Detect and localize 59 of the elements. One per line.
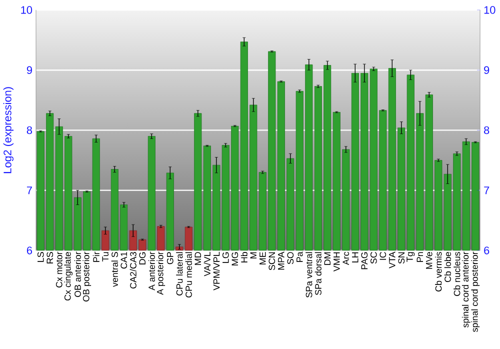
x-tick-label: IC	[380, 252, 386, 260]
x-tick-label: LS	[37, 252, 44, 262]
x-tick-label: Tu	[102, 252, 109, 262]
x-tick-label: LH	[352, 252, 358, 262]
x-tick-label: SO	[287, 252, 294, 264]
x-tick-label: LG	[222, 252, 229, 263]
x-tick-label: CPu lateral	[176, 252, 183, 296]
x-tick-label: SCN	[268, 252, 276, 270]
x-tick-label: SC	[370, 252, 377, 264]
y2-tick-label: 6	[484, 246, 490, 254]
x-tick-label: SPa dorsal	[314, 252, 322, 295]
x-tick-label: VTA	[389, 252, 396, 268]
x-tick-label: spinal cord anterior	[462, 252, 470, 328]
y-tick-label: 7	[26, 186, 32, 194]
y2-tick-label: 10	[484, 6, 496, 14]
x-tick-label: SN	[398, 252, 405, 264]
y-tick-label: 6	[26, 246, 32, 254]
x-tick-label: DG	[139, 252, 146, 264]
x-tick-label: MPA	[278, 252, 284, 270]
x-tick-label: PAG	[361, 252, 368, 270]
x-tick-label: Arc	[342, 252, 350, 265]
x-tick-label: CA2/CA3	[130, 252, 136, 288]
x-tick-label: spinal cord posterior	[471, 252, 480, 332]
x-tick-label: M	[250, 252, 256, 258]
x-tick-label: VA/VL	[204, 252, 210, 276]
y-tick-label: 10	[21, 6, 32, 14]
x-tick-label: Cb lobe	[444, 252, 451, 282]
x-tick-label: RS	[46, 252, 54, 264]
x-tick-label: CPu medial	[185, 252, 192, 298]
y2-tick-label: 8	[484, 126, 490, 134]
x-tick-label: Cx motor	[56, 252, 62, 288]
x-tick-label: Cb nucleus	[454, 252, 460, 296]
x-tick-label: MVe	[426, 252, 432, 269]
x-tick-label: ventral S	[111, 252, 118, 287]
x-tick-label: VMH	[334, 252, 340, 272]
x-tick-label: Tg	[406, 252, 415, 262]
y2-tick-label: 7	[484, 186, 490, 194]
x-tick-label: OB posterior	[82, 252, 92, 302]
x-tick-label: MD	[194, 252, 201, 265]
x-tick-label: OB anterior	[74, 252, 81, 297]
x-tick-label: A posterior	[156, 252, 166, 295]
x-tick-label: A anterior	[148, 252, 155, 290]
y-tick-label: 9	[26, 66, 32, 74]
x-tick-label: Cb vermis	[435, 252, 442, 292]
y2-tick-label: 9	[484, 66, 490, 74]
x-tick-label: MG	[232, 252, 238, 266]
x-tick-label: SPa ventral	[306, 252, 312, 298]
x-tick-label: ME	[260, 252, 266, 264]
x-tick-label: DM	[324, 252, 330, 265]
y-tick-label: 8	[26, 126, 32, 134]
x-tick-label: Pir	[92, 252, 100, 262]
x-tick-label: Pn	[416, 252, 423, 262]
x-tick-label: Cx cingulate	[64, 252, 73, 300]
x-tick-label: Pa	[296, 252, 303, 262]
y-axis-title: Log2 (expression)	[3, 87, 14, 173]
x-tick-label: GP	[166, 252, 174, 264]
x-tick-label: Hb	[240, 252, 248, 262]
x-tick-label: CA1	[120, 252, 128, 268]
x-tick-label: VPM/VPL	[213, 252, 220, 290]
